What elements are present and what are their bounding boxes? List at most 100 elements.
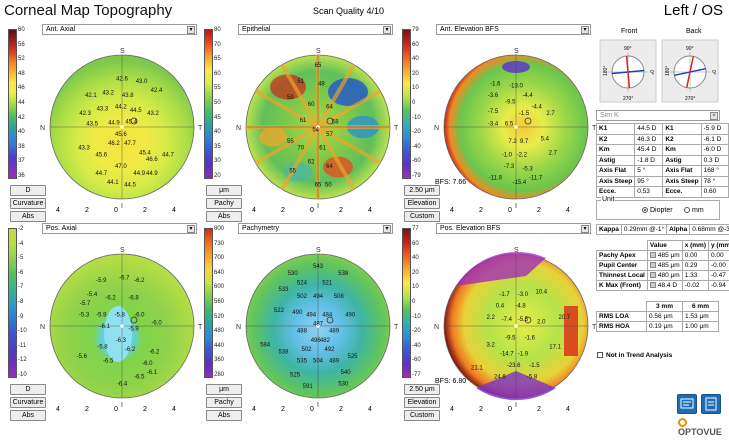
map-value: 50 <box>325 183 332 189</box>
color-scale-tick: 600 <box>214 284 225 291</box>
rms-value: 1.00 μm <box>682 321 719 332</box>
mm-tick: 0 <box>114 406 118 413</box>
sim-k-dropdown[interactable]: Sim K ▾ <box>596 110 720 121</box>
map-value: -1.0 <box>502 153 513 159</box>
scale-mode-button[interactable]: Abs <box>10 410 46 421</box>
mm-tick: 2 <box>537 406 541 413</box>
color-scale-tick: 20 <box>412 269 419 276</box>
point-value: -0.47 <box>711 272 726 279</box>
color-scale-tick: -7 <box>18 284 24 291</box>
mm-tick: 2 <box>85 207 89 214</box>
map-mode-button[interactable]: Curvature <box>10 397 46 408</box>
mm-tick: 0 <box>114 207 118 214</box>
map-value: 535 <box>297 359 308 365</box>
front-deg-bottom: 270° <box>623 96 633 102</box>
compass-left: N <box>40 125 45 132</box>
map-mode-button[interactable]: Curvature <box>10 198 46 209</box>
point-value: 0.00 <box>711 252 724 259</box>
point-value: 485 μm <box>657 252 680 259</box>
scale-mode-button[interactable]: Abs <box>206 410 242 421</box>
color-scale-tick: 40 <box>214 129 221 136</box>
map-value: 42.4 <box>151 88 163 94</box>
map-value: 522 <box>274 308 285 314</box>
scale-mode-button[interactable]: Abs <box>10 211 46 222</box>
point-value: -0.94 <box>711 282 726 289</box>
scale-mode-button[interactable]: Custom <box>404 410 440 421</box>
k-label: Ecce. <box>662 186 702 198</box>
map-mode-button[interactable]: Elevation <box>404 198 440 209</box>
color-scale-tick: -12 <box>18 357 27 364</box>
map-type-dropdown[interactable]: Ant. Elevation BFS ▾ <box>436 24 591 35</box>
rms-row: RMS LOA 0.56 μm 1.53 μm <box>596 311 719 322</box>
map-value: -6.0 <box>134 313 145 319</box>
unit-diopter-radio[interactable]: Diopter <box>642 207 673 214</box>
color-scale-tick: 46 <box>18 85 25 92</box>
map-value: 47.7 <box>124 141 136 147</box>
color-scale-tick: 360 <box>214 357 225 364</box>
map-value: 504 <box>313 359 324 365</box>
map-mode-button[interactable]: Pachy <box>206 198 242 209</box>
radio-selected-icon <box>642 207 648 214</box>
map-value: 488 <box>297 329 308 335</box>
mm-tick: 2 <box>143 207 147 214</box>
report-icon <box>705 397 717 411</box>
map-mode-button[interactable]: Elevation <box>404 397 440 408</box>
k-label: Axis Steep <box>662 175 702 187</box>
unit-button[interactable]: μm <box>206 185 242 196</box>
compass-top: S <box>514 247 519 254</box>
k-label: K2 <box>662 133 702 145</box>
unit-mm-radio[interactable]: mm <box>684 207 704 214</box>
unit-button[interactable]: 2.50 μm <box>404 384 440 395</box>
map-value: 54 <box>312 127 319 133</box>
map-value: -6.5 <box>134 375 145 381</box>
map-type-dropdown[interactable]: Epithelial ▾ <box>238 24 393 35</box>
map-value: -6.5 <box>103 359 114 365</box>
scale-mode-button[interactable]: Custom <box>404 211 440 222</box>
point-value: 485 μm <box>657 262 680 269</box>
map-value: 494 <box>313 294 324 300</box>
k-value: 168 ° <box>700 165 729 177</box>
map-value: 61 <box>300 118 307 124</box>
color-scale-tick: -10 <box>18 328 27 335</box>
export-button[interactable] <box>677 394 697 414</box>
trend-checkbox[interactable]: Not in Trend Analysis <box>597 352 672 359</box>
color-scale-tick: 60 <box>412 41 419 48</box>
map-value: -6.1 <box>147 370 158 376</box>
map-type-dropdown[interactable]: Pos. Axial ▾ <box>42 223 197 234</box>
mm-label: mm <box>692 207 704 214</box>
map-type-label: Ant. Elevation BFS <box>440 26 499 33</box>
map-type-dropdown[interactable]: Pos. Elevation BFS ▾ <box>436 223 591 234</box>
color-scale-tick: 10 <box>412 284 419 291</box>
map-value: -5.7 <box>80 301 91 307</box>
point-marker-icon <box>649 262 656 269</box>
report-button[interactable] <box>701 394 721 414</box>
unit-button[interactable]: 2.50 μm <box>404 185 440 196</box>
map-type-dropdown[interactable]: Pachymetry ▾ <box>238 223 393 234</box>
color-scale-tick: 640 <box>214 269 225 276</box>
unit-button[interactable]: μm <box>206 384 242 395</box>
map-type-label: Ant. Axial <box>46 26 76 33</box>
topography-map: S N T I 42.6 43.042.4 42.1 43.2 43.8 42.3 43.3 44.2… <box>40 48 202 210</box>
map-mode-button[interactable]: Pachy <box>206 397 242 408</box>
color-scale-tick: 38 <box>18 143 25 150</box>
color-scale-labels: -2 -4 -5 -6 -7 -8 -9 -10 -11 -12 -10 <box>18 226 42 380</box>
point-value: 48.4 D <box>657 282 678 289</box>
panel-pachymetry: Pachymetry ▾ 800 730 700 640 600 560 520 480 440 36… <box>200 223 398 421</box>
pupil-marker <box>326 117 334 125</box>
unit-button[interactable]: D <box>10 185 46 196</box>
unit-button[interactable]: D <box>10 384 46 395</box>
mm-scale-axis: 4 2 0 2 4 <box>450 406 590 418</box>
point-label: Pupil Center <box>599 262 638 269</box>
map-value: -1.5 <box>519 111 530 117</box>
color-scale-tick: 55 <box>214 85 221 92</box>
map-value: -1.5 <box>529 363 540 369</box>
apex-marker <box>120 125 124 129</box>
map-value: -1.6 <box>490 81 501 87</box>
color-scale-tick: 77 <box>412 226 419 232</box>
map-type-dropdown[interactable]: Ant. Axial ▾ <box>42 24 197 35</box>
map-value: -5.5 <box>518 317 529 323</box>
scale-mode-button[interactable]: Abs <box>206 211 242 222</box>
compass-right: T <box>198 324 202 331</box>
map-value: -5.8 <box>97 345 108 351</box>
bfs-value: BFS: 6.80 <box>435 378 467 385</box>
